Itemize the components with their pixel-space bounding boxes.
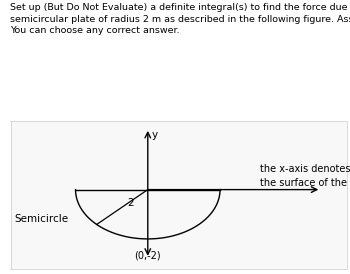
Text: Semicircle: Semicircle [14,214,68,224]
Text: the x-axis denotes
the surface of the fluid: the x-axis denotes the surface of the fl… [260,164,350,188]
Text: (0,-2): (0,-2) [134,250,161,260]
Text: 2: 2 [128,198,134,208]
Text: Set up (But Do Not Evaluate) a definite integral(s) to find the force due to flu: Set up (But Do Not Evaluate) a definite … [10,3,350,35]
Text: y: y [152,130,158,140]
